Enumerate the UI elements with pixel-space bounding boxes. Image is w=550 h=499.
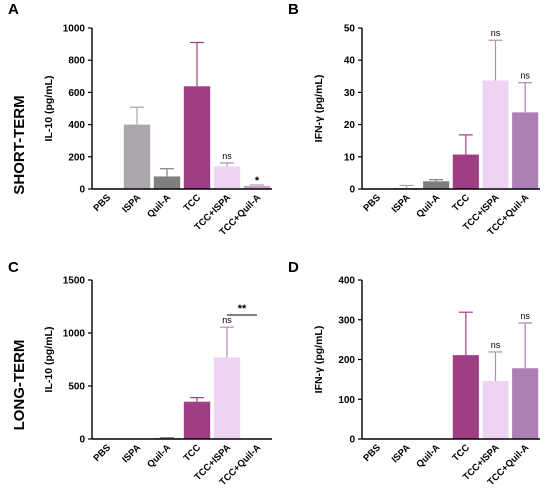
panel-letter-a: A [8,1,19,18]
y-tick-label: 600 [68,88,85,99]
y-tick-label: 400 [338,276,355,287]
bar-tcc-ispa [213,357,241,439]
y-tick-label: 0 [349,185,355,196]
bar-tcc-quil-a [512,112,539,189]
category-label-ispa: ISPA [390,192,413,215]
bar-tcc-ispa [213,166,241,189]
y-tick-label: 40 [344,56,356,67]
category-label-quil-a: Quil-A [145,442,173,470]
category-label-pbs: PBS [92,442,114,464]
category-label-ispa: ISPA [120,442,143,465]
panel-letter-c: C [8,259,19,276]
significance-label-tcc-quil-a: * [255,175,260,187]
y-tick-label: 20 [344,120,356,131]
y-axis-label: IL-10 (pg/mL) [43,76,55,142]
row-label-long-term: LONG-TERM [11,340,28,431]
y-tick-label: 800 [68,56,85,67]
category-label-quil-a: Quil-A [414,442,442,470]
significance-label-tcc-ispa: ns [222,315,232,325]
category-label-ispa: ISPA [390,442,413,465]
bar-tcc [452,355,479,439]
category-label-tcc: TCC [182,192,204,214]
category-label-pbs: PBS [361,442,383,464]
category-label-pbs: PBS [361,192,383,214]
y-axis-label: IFN-γ (pg/mL) [313,326,325,394]
bar-ispa [123,124,151,189]
y-tick-label: 200 [338,355,355,366]
y-tick-label: 100 [338,395,355,406]
y-tick-label: 500 [68,382,85,393]
category-label-quil-a: Quil-A [414,192,442,220]
y-tick-label: 30 [344,88,356,99]
panel-letter-b: B [288,1,299,18]
category-label-tcc: TCC [182,442,204,464]
y-tick-label: 200 [68,152,85,163]
bar-tcc-ispa [482,80,509,189]
category-label-pbs: PBS [92,192,114,214]
category-label-tcc: TCC [450,192,472,214]
y-tick-label: 1000 [63,24,86,35]
y-tick-label: 50 [344,24,356,35]
significance-label-tcc-ispa: ns [491,340,501,350]
significance-bracket-label: ** [238,303,247,315]
significance-label-tcc-ispa: ns [491,28,501,38]
y-tick-label: 1500 [63,276,86,287]
y-axis-label: IFN-γ (pg/mL) [313,75,325,143]
y-tick-label: 0 [349,435,355,446]
y-axis-label: IL-10 (pg/mL) [43,327,55,393]
y-tick-label: 400 [68,120,85,131]
panel-c: C IL-10 (pg/mL) 0 500 1000 1500 PBS ISPA Quil-A T… [8,259,272,488]
y-tick-label: 0 [79,435,85,446]
bar-tcc [183,401,211,439]
y-tick-label: 1000 [63,329,86,340]
category-label-quil-a: Quil-A [145,192,173,220]
bar-tcc-quil-a [512,368,539,439]
significance-label-tcc-quil-a: ns [520,71,530,81]
y-tick-label: 10 [344,152,356,163]
bar-tcc [183,86,211,189]
significance-label-tcc-quil-a: ns [520,311,530,321]
panel-b: B IFN-γ (pg/mL) 0 10 20 30 40 50 PBS ISPA Quil-A TC… [288,1,540,238]
panel-a: A IL-10 (pg/mL) 0 200 400 600 800 1000 PBS ISPA Qu… [8,1,272,238]
y-tick-label: 0 [79,185,85,196]
row-label-short-term: SHORT-TERM [11,95,28,194]
bar-quil-a [423,181,450,189]
bar-quil-a [153,176,181,189]
panel-letter-d: D [288,259,299,276]
bar-tcc [452,154,479,189]
bar-tcc-quil-a [243,185,271,189]
category-label-tcc: TCC [450,442,472,464]
significance-label-tcc-ispa: ns [222,151,232,161]
y-tick-label: 300 [338,315,355,326]
panel-d: D IFN-γ (pg/mL) 0 100 200 300 400 PBS ISPA Quil-A… [288,259,540,488]
bar-tcc-ispa [482,380,509,439]
category-label-ispa: ISPA [120,192,143,215]
